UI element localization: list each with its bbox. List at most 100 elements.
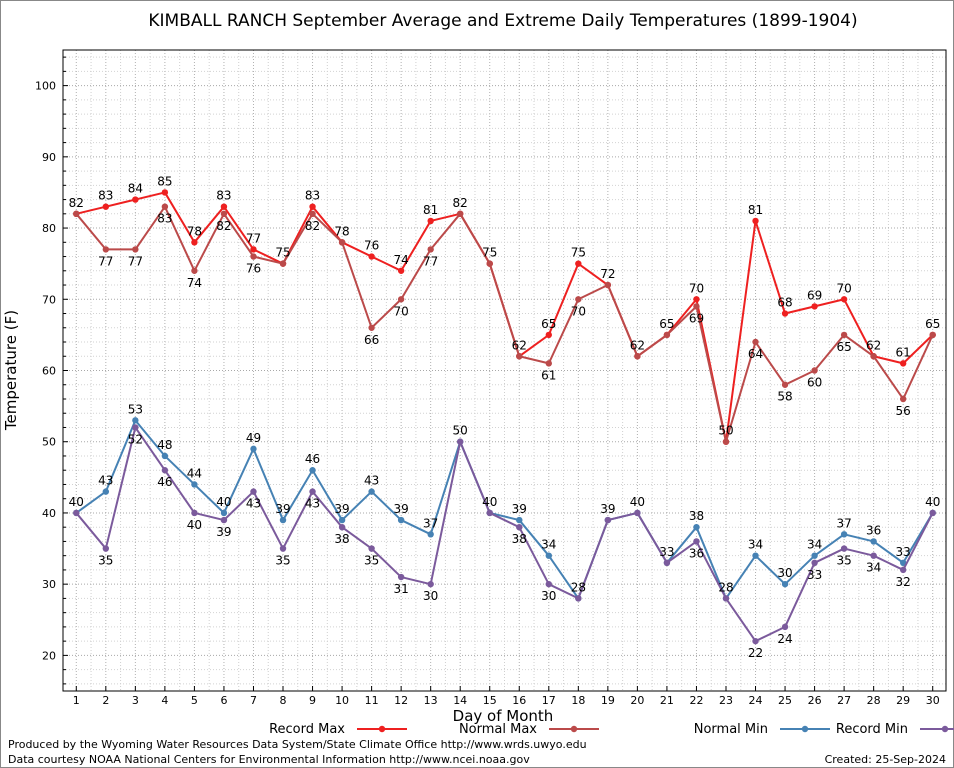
data-label: 84	[128, 182, 143, 196]
data-point	[309, 467, 316, 474]
x-axis-label: Day of Month	[453, 707, 554, 725]
data-point	[693, 523, 700, 531]
data-label: 28	[718, 580, 733, 594]
data-point	[102, 246, 110, 253]
data-labels: 82 83 77 84 77 85 83 78 74 83 82 77 76 75 83 82 78 76 66 74…	[69, 174, 941, 660]
data-label: 61	[896, 345, 911, 359]
data-point	[220, 203, 228, 210]
x-tick-label: 11	[365, 694, 379, 707]
legend-marker-0	[378, 725, 386, 733]
data-point	[191, 267, 198, 274]
data-label: 62	[866, 338, 881, 352]
data-label: 28	[571, 580, 586, 594]
y-tick-label: 90	[42, 151, 56, 164]
data-point	[545, 552, 552, 559]
data-label: 43	[246, 497, 261, 511]
legend-label-2: Normal Min	[694, 722, 768, 737]
data-point	[722, 438, 730, 445]
data-point	[752, 552, 759, 559]
data-point	[516, 353, 523, 360]
data-label: 64	[748, 347, 763, 361]
data-label: 35	[275, 554, 290, 568]
data-point	[102, 545, 110, 552]
data-label: 68	[777, 296, 792, 310]
legend-label-1: Normal Max	[459, 722, 537, 737]
x-tick-label: 29	[896, 694, 910, 707]
data-label: 85	[157, 174, 172, 188]
data-label: 62	[512, 338, 527, 352]
data-point	[309, 210, 316, 218]
data-point	[132, 246, 139, 253]
data-label: 49	[246, 431, 261, 445]
data-label: 50	[453, 424, 468, 438]
data-label: 50	[718, 424, 733, 438]
data-point	[368, 324, 375, 331]
data-label: 58	[777, 390, 792, 404]
data-label: 40	[187, 518, 202, 532]
data-label: 62	[630, 338, 645, 352]
x-tick-label: 24	[749, 694, 763, 707]
y-tick-label: 80	[42, 222, 56, 235]
data-label: 32	[896, 575, 911, 589]
data-label: 81	[748, 203, 763, 217]
grid-lines	[63, 50, 946, 691]
data-label: 53	[128, 402, 143, 416]
data-point	[840, 296, 848, 303]
data-point	[161, 452, 169, 460]
data-point	[220, 516, 228, 524]
x-tick-label: 6	[220, 694, 227, 707]
x-tick-label: 15	[483, 694, 497, 707]
data-point	[279, 260, 287, 267]
data-point	[161, 189, 169, 196]
data-point	[486, 260, 493, 267]
data-point	[870, 353, 877, 360]
data-point	[575, 595, 582, 602]
data-label: 37	[423, 516, 438, 530]
data-label: 40	[925, 495, 940, 509]
x-tick-label: 9	[309, 694, 316, 707]
data-point	[427, 531, 434, 538]
y-tick-label: 40	[42, 507, 56, 520]
data-point	[73, 210, 80, 218]
data-label: 77	[128, 254, 143, 268]
x-tick-label: 14	[453, 694, 467, 707]
footer-created-date: Created: 25-Sep-2024	[824, 753, 946, 766]
data-point	[427, 217, 434, 225]
chart-title: KIMBALL RANCH September Average and Extr…	[148, 11, 857, 31]
data-point	[338, 239, 346, 246]
data-point	[191, 509, 198, 517]
series-line-1	[75, 205, 934, 443]
data-label: 65	[836, 340, 851, 354]
data-point	[752, 338, 759, 346]
data-point	[397, 573, 405, 581]
data-point	[338, 523, 346, 531]
data-label: 61	[541, 368, 556, 382]
x-tick-label: 30	[926, 694, 940, 707]
data-point	[102, 203, 110, 210]
data-label: 39	[275, 502, 290, 516]
data-label: 39	[512, 502, 527, 516]
legend-label-0: Record Max	[269, 722, 345, 737]
data-label: 72	[600, 267, 615, 281]
x-tick-label: 22	[689, 694, 703, 707]
data-label: 43	[98, 474, 113, 488]
data-label: 38	[334, 532, 349, 546]
x-tick-label: 25	[778, 694, 792, 707]
data-label: 35	[836, 554, 851, 568]
y-tick-label: 20	[42, 649, 56, 662]
data-point	[191, 239, 198, 246]
data-label: 22	[748, 646, 763, 660]
data-point	[73, 509, 80, 517]
data-point	[132, 196, 139, 203]
x-tick-label: 19	[601, 694, 615, 707]
data-label: 65	[541, 317, 556, 331]
data-point	[102, 488, 110, 495]
data-label: 65	[659, 317, 674, 331]
legend-marker-3	[941, 725, 949, 733]
legend-marker-2	[801, 725, 809, 733]
data-point	[279, 516, 287, 524]
data-label: 46	[305, 452, 320, 466]
data-point	[132, 424, 139, 431]
